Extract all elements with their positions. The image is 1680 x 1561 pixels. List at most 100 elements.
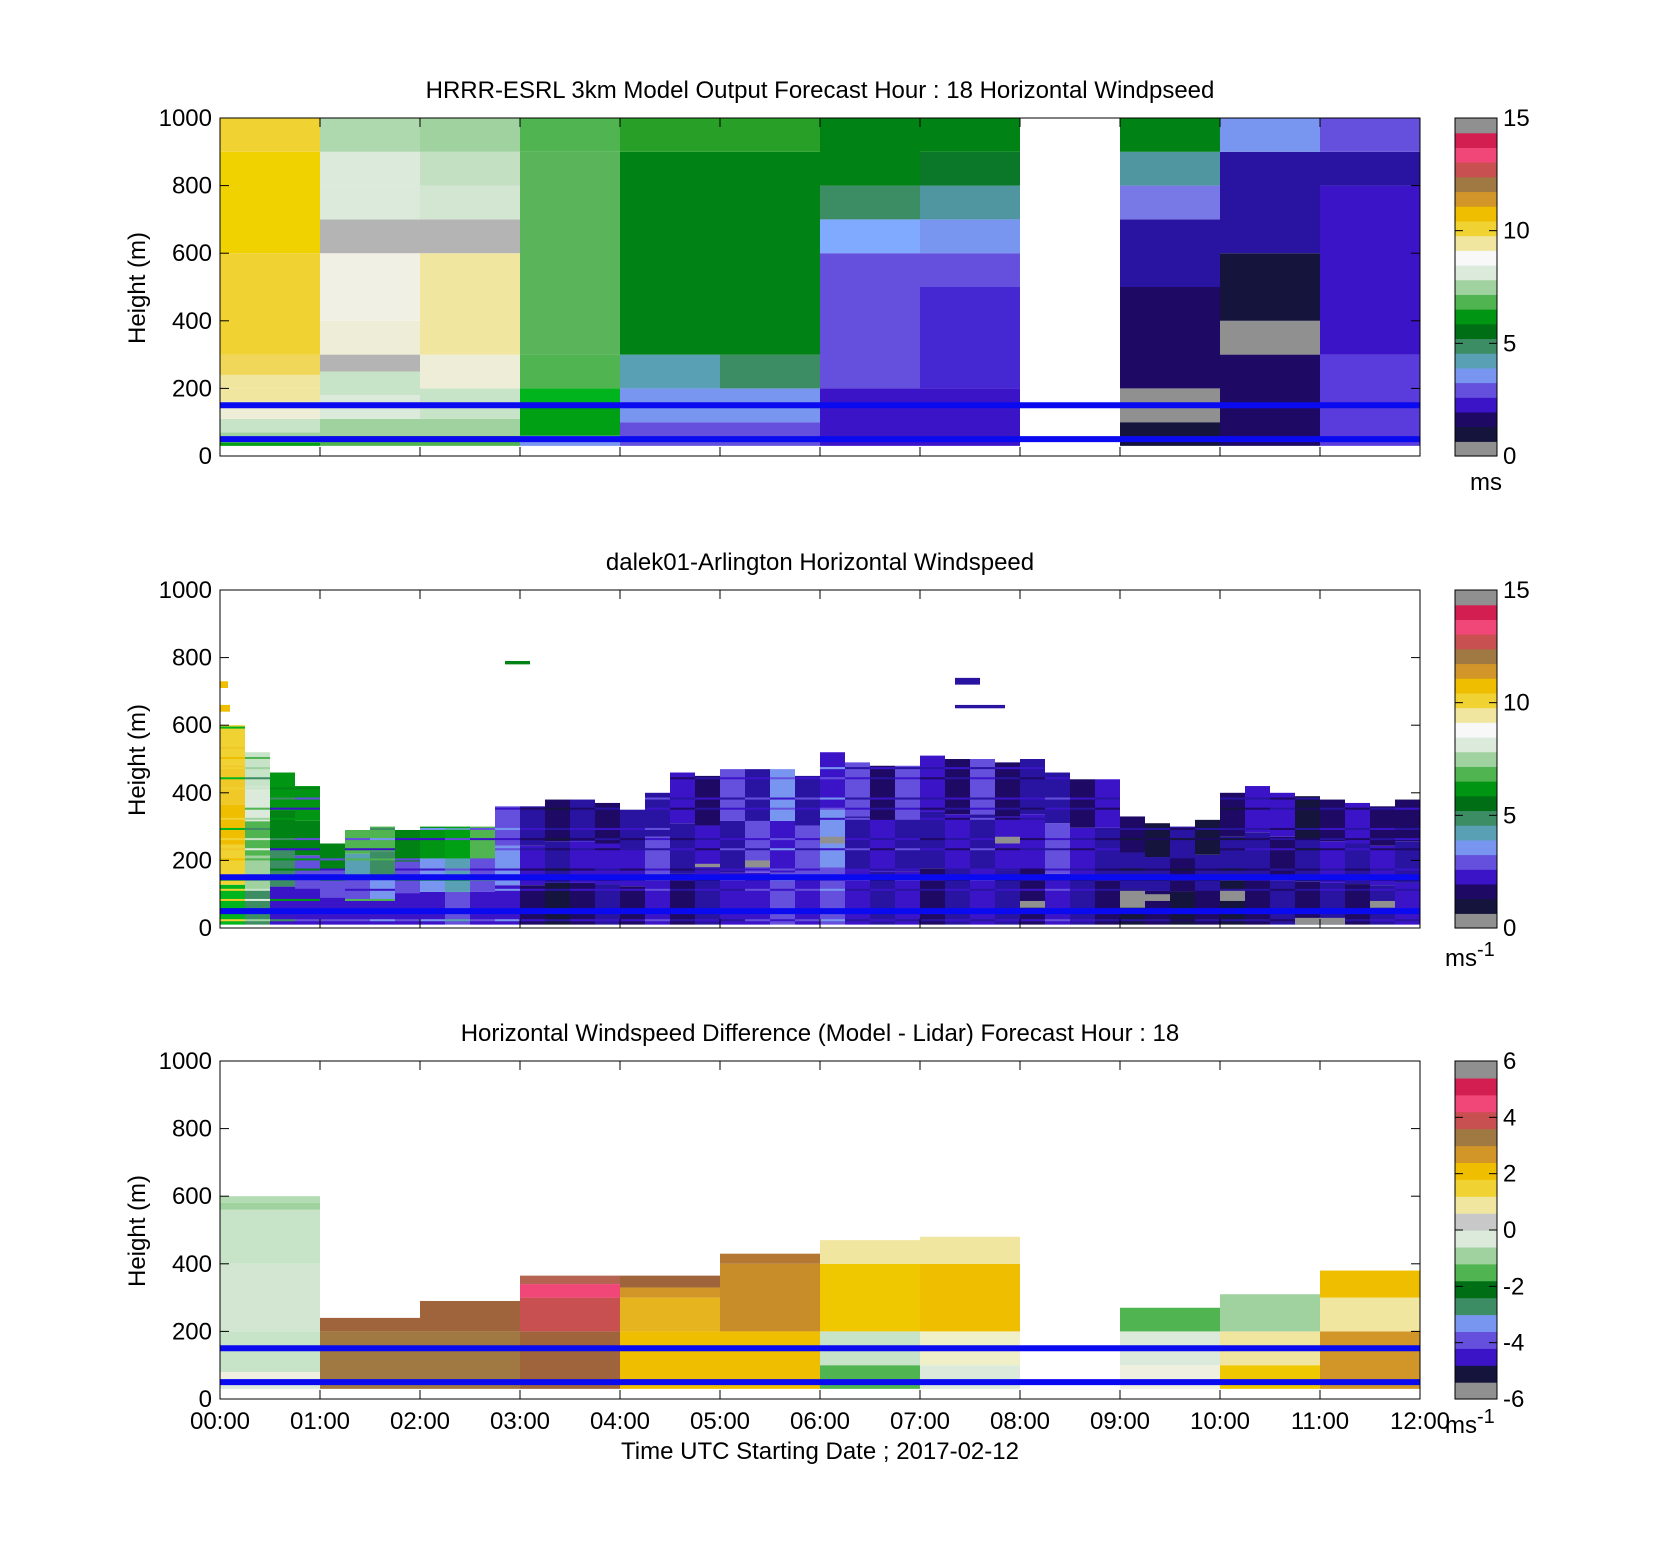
heatmap-stripe <box>920 787 945 790</box>
heatmap-stripe <box>820 797 845 800</box>
heatmap-stripe <box>1295 868 1320 871</box>
heatmap-stripe <box>820 777 845 780</box>
colorbar-segment <box>1455 1365 1497 1383</box>
heatmap-cell <box>545 799 570 842</box>
heatmap-cell <box>220 253 320 355</box>
heatmap-cell <box>620 354 720 389</box>
heatmap-cell <box>920 118 1020 152</box>
heatmap-stripe <box>1370 919 1395 922</box>
heatmap-cell <box>920 185 1020 220</box>
heatmap-stripe <box>470 858 495 861</box>
heatmap-stripe <box>495 888 520 891</box>
heatmap-stripe <box>1120 888 1145 891</box>
heatmap-stripe <box>220 807 245 810</box>
heatmap-stripe <box>795 898 820 901</box>
heatmap-stripe <box>820 767 845 770</box>
colorbar-tick-label: 0 <box>1503 915 1516 942</box>
heatmap-cell <box>920 1365 1020 1389</box>
colorbar-segment <box>1455 604 1497 620</box>
heatmap-cell <box>220 1202 320 1210</box>
y-tick-label: 0 <box>199 443 212 470</box>
heatmap-stripe <box>770 807 795 810</box>
heatmap-cell <box>595 802 620 844</box>
heatmap-stripe <box>570 888 595 891</box>
x-axis-label: Time UTC Starting Date ; 2017-02-12 <box>621 1438 1019 1465</box>
heatmap-cell <box>520 405 620 436</box>
heatmap-cell <box>1020 814 1045 870</box>
colorbar-segment <box>1455 1246 1497 1265</box>
heatmap-stripe <box>670 898 695 901</box>
heatmap-stripe <box>1245 827 1270 830</box>
heatmap-stripe <box>970 787 995 790</box>
heatmap-stripe <box>895 888 920 891</box>
heatmap-cell <box>645 880 670 925</box>
y-tick-label: 600 <box>172 712 212 739</box>
colorbar-segment <box>1455 869 1497 885</box>
heatmap-stripe <box>670 777 695 780</box>
y-tick-label: 400 <box>172 1251 212 1278</box>
heatmap-stripe <box>795 787 820 790</box>
colorbar-segment <box>1455 1111 1497 1130</box>
heatmap-stripe <box>370 827 395 830</box>
heatmap-stripe <box>1020 807 1045 810</box>
heatmap-stripe <box>1245 817 1270 820</box>
heatmap-stripe <box>970 797 995 800</box>
heatmap-cell <box>770 872 795 925</box>
heatmap-stripe <box>1145 888 1170 891</box>
heatmap-stripe <box>270 817 295 820</box>
heatmap-stripe <box>1020 767 1045 770</box>
heatmap-stripe <box>445 898 470 901</box>
heatmap-stripe <box>1195 919 1220 922</box>
colorbar-segment <box>1455 678 1497 694</box>
heatmap-stripe <box>795 797 820 800</box>
heatmap-stripe <box>895 868 920 871</box>
heatmap-stripe <box>1070 848 1095 851</box>
heatmap-stripe <box>870 797 895 800</box>
heatmap-stripe <box>620 827 645 830</box>
heatmap-stripe <box>795 807 820 810</box>
heatmap-stripe <box>995 767 1020 770</box>
heatmap-stripe <box>995 919 1020 922</box>
heatmap-cell <box>320 371 420 396</box>
y-tick-label: 600 <box>172 240 212 267</box>
heatmap-stripe <box>1220 868 1245 871</box>
heatmap-stripe <box>645 797 670 800</box>
heatmap-cell <box>820 752 845 810</box>
heatmap-cell <box>470 826 495 860</box>
heatmap-stripe <box>995 868 1020 871</box>
colorbar-segment <box>1455 397 1497 413</box>
heatmap-stripe <box>1270 817 1295 820</box>
colorbar-unit: ms-1 <box>1445 1406 1495 1439</box>
heatmap-stripe <box>220 868 245 871</box>
heatmap-cell <box>620 1275 720 1288</box>
heatmap-cell <box>620 1287 720 1298</box>
heatmap-stripe <box>545 868 570 871</box>
heatmap-stripe <box>595 898 620 901</box>
heatmap-stripe <box>1045 817 1070 820</box>
heatmap-cell <box>220 118 320 152</box>
heatmap-stripe <box>770 868 795 871</box>
y-tick-label: 800 <box>172 173 212 200</box>
heatmap-cell <box>920 287 1020 389</box>
heatmap-cell <box>220 374 320 389</box>
heatmap-stripe <box>1270 838 1295 841</box>
heatmap-stripe <box>1395 919 1420 922</box>
heatmap-stripe <box>1395 838 1420 841</box>
heatmap-cell <box>320 320 420 355</box>
colorbar-segment <box>1455 590 1497 606</box>
heatmap-stripe <box>1020 898 1045 901</box>
heatmap-stripe <box>1370 888 1395 891</box>
heatmap-stripe <box>1170 898 1195 901</box>
colorbar-segment <box>1455 839 1497 856</box>
heatmap-stripe <box>1345 817 1370 820</box>
heatmap-stripe <box>670 817 695 820</box>
heatmap-stripe <box>870 858 895 861</box>
x-tick-label: 05:00 <box>690 1408 750 1435</box>
heatmap-stripe <box>895 817 920 820</box>
heatmap-stripe <box>1070 898 1095 901</box>
heatmap-stripe <box>1295 888 1320 891</box>
heatmap-stripe <box>720 827 745 830</box>
heatmap-stripe <box>695 888 720 891</box>
heatmap-stripe <box>1195 848 1220 851</box>
heatmap-stripe <box>1095 858 1120 861</box>
